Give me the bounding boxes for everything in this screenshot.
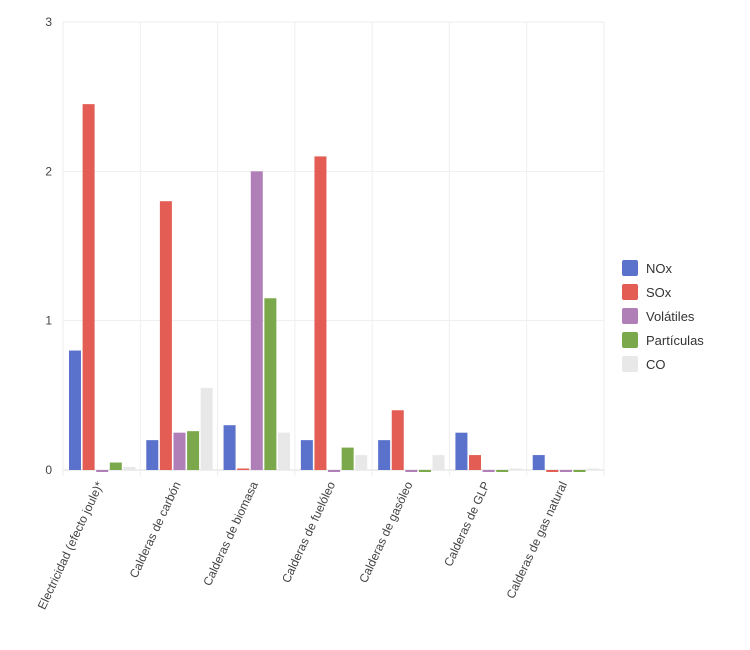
bar-co bbox=[123, 467, 136, 470]
x-tick-label: Calderas de carbón bbox=[127, 479, 184, 580]
bar-partículas bbox=[341, 447, 354, 470]
legend-swatch-volátiles bbox=[622, 308, 638, 324]
bar-sox bbox=[237, 468, 250, 471]
x-tick-label: Calderas de gas natural bbox=[504, 479, 571, 600]
bar-sox bbox=[159, 201, 172, 470]
bar-nox bbox=[300, 440, 313, 470]
bar-co bbox=[587, 468, 600, 471]
bar-sox bbox=[314, 156, 327, 470]
x-tick-label: Calderas de biomasa bbox=[200, 479, 261, 588]
legend-label: SOx bbox=[646, 285, 672, 300]
legend-label: NOx bbox=[646, 261, 673, 276]
legend-swatch-partículas bbox=[622, 332, 638, 348]
bar-co bbox=[509, 468, 522, 471]
bar-nox bbox=[455, 432, 468, 470]
y-tick-label: 1 bbox=[45, 314, 52, 328]
bar-nox bbox=[223, 425, 236, 470]
legend-swatch-sox bbox=[622, 284, 638, 300]
bar-sox bbox=[82, 104, 95, 470]
bar-sox bbox=[391, 410, 404, 470]
x-tick-label: Calderas de gasóleo bbox=[356, 479, 415, 585]
bar-partículas bbox=[187, 431, 200, 470]
bar-co bbox=[200, 387, 213, 470]
bar-nox bbox=[378, 440, 391, 470]
y-tick-label: 3 bbox=[45, 15, 52, 29]
bar-nox bbox=[146, 440, 159, 470]
legend-swatch-co bbox=[622, 356, 638, 372]
x-tick-label: Calderas de fuelóleo bbox=[279, 479, 338, 585]
bar-partículas bbox=[264, 298, 277, 470]
bar-nox bbox=[532, 455, 545, 470]
bar-co bbox=[355, 455, 368, 470]
x-tick-label: Calderas de GLP bbox=[441, 479, 493, 568]
bar-partículas bbox=[109, 462, 122, 470]
legend-label: Partículas bbox=[646, 333, 704, 348]
bar-volátiles bbox=[482, 470, 495, 472]
bar-sox bbox=[546, 470, 559, 472]
bar-volátiles bbox=[328, 470, 341, 472]
bar-volátiles bbox=[405, 470, 418, 472]
bar-partículas bbox=[496, 470, 509, 472]
bar-volátiles bbox=[96, 470, 109, 472]
bar-co bbox=[432, 455, 445, 470]
y-tick-label: 0 bbox=[45, 463, 52, 477]
bar-nox bbox=[69, 350, 81, 470]
bar-volátiles bbox=[250, 171, 263, 471]
legend-label: CO bbox=[646, 357, 666, 372]
bar-co bbox=[277, 432, 290, 470]
legend-swatch-nox bbox=[622, 260, 638, 276]
y-tick-label: 2 bbox=[45, 164, 52, 178]
bar-volátiles bbox=[173, 432, 186, 470]
legend-label: Volátiles bbox=[646, 309, 695, 324]
x-tick-label: Electricidad (efecto joule)* bbox=[35, 479, 107, 612]
bar-partículas bbox=[573, 470, 586, 472]
bar-volátiles bbox=[559, 470, 572, 472]
bar-partículas bbox=[418, 470, 431, 472]
bar-sox bbox=[469, 455, 482, 470]
